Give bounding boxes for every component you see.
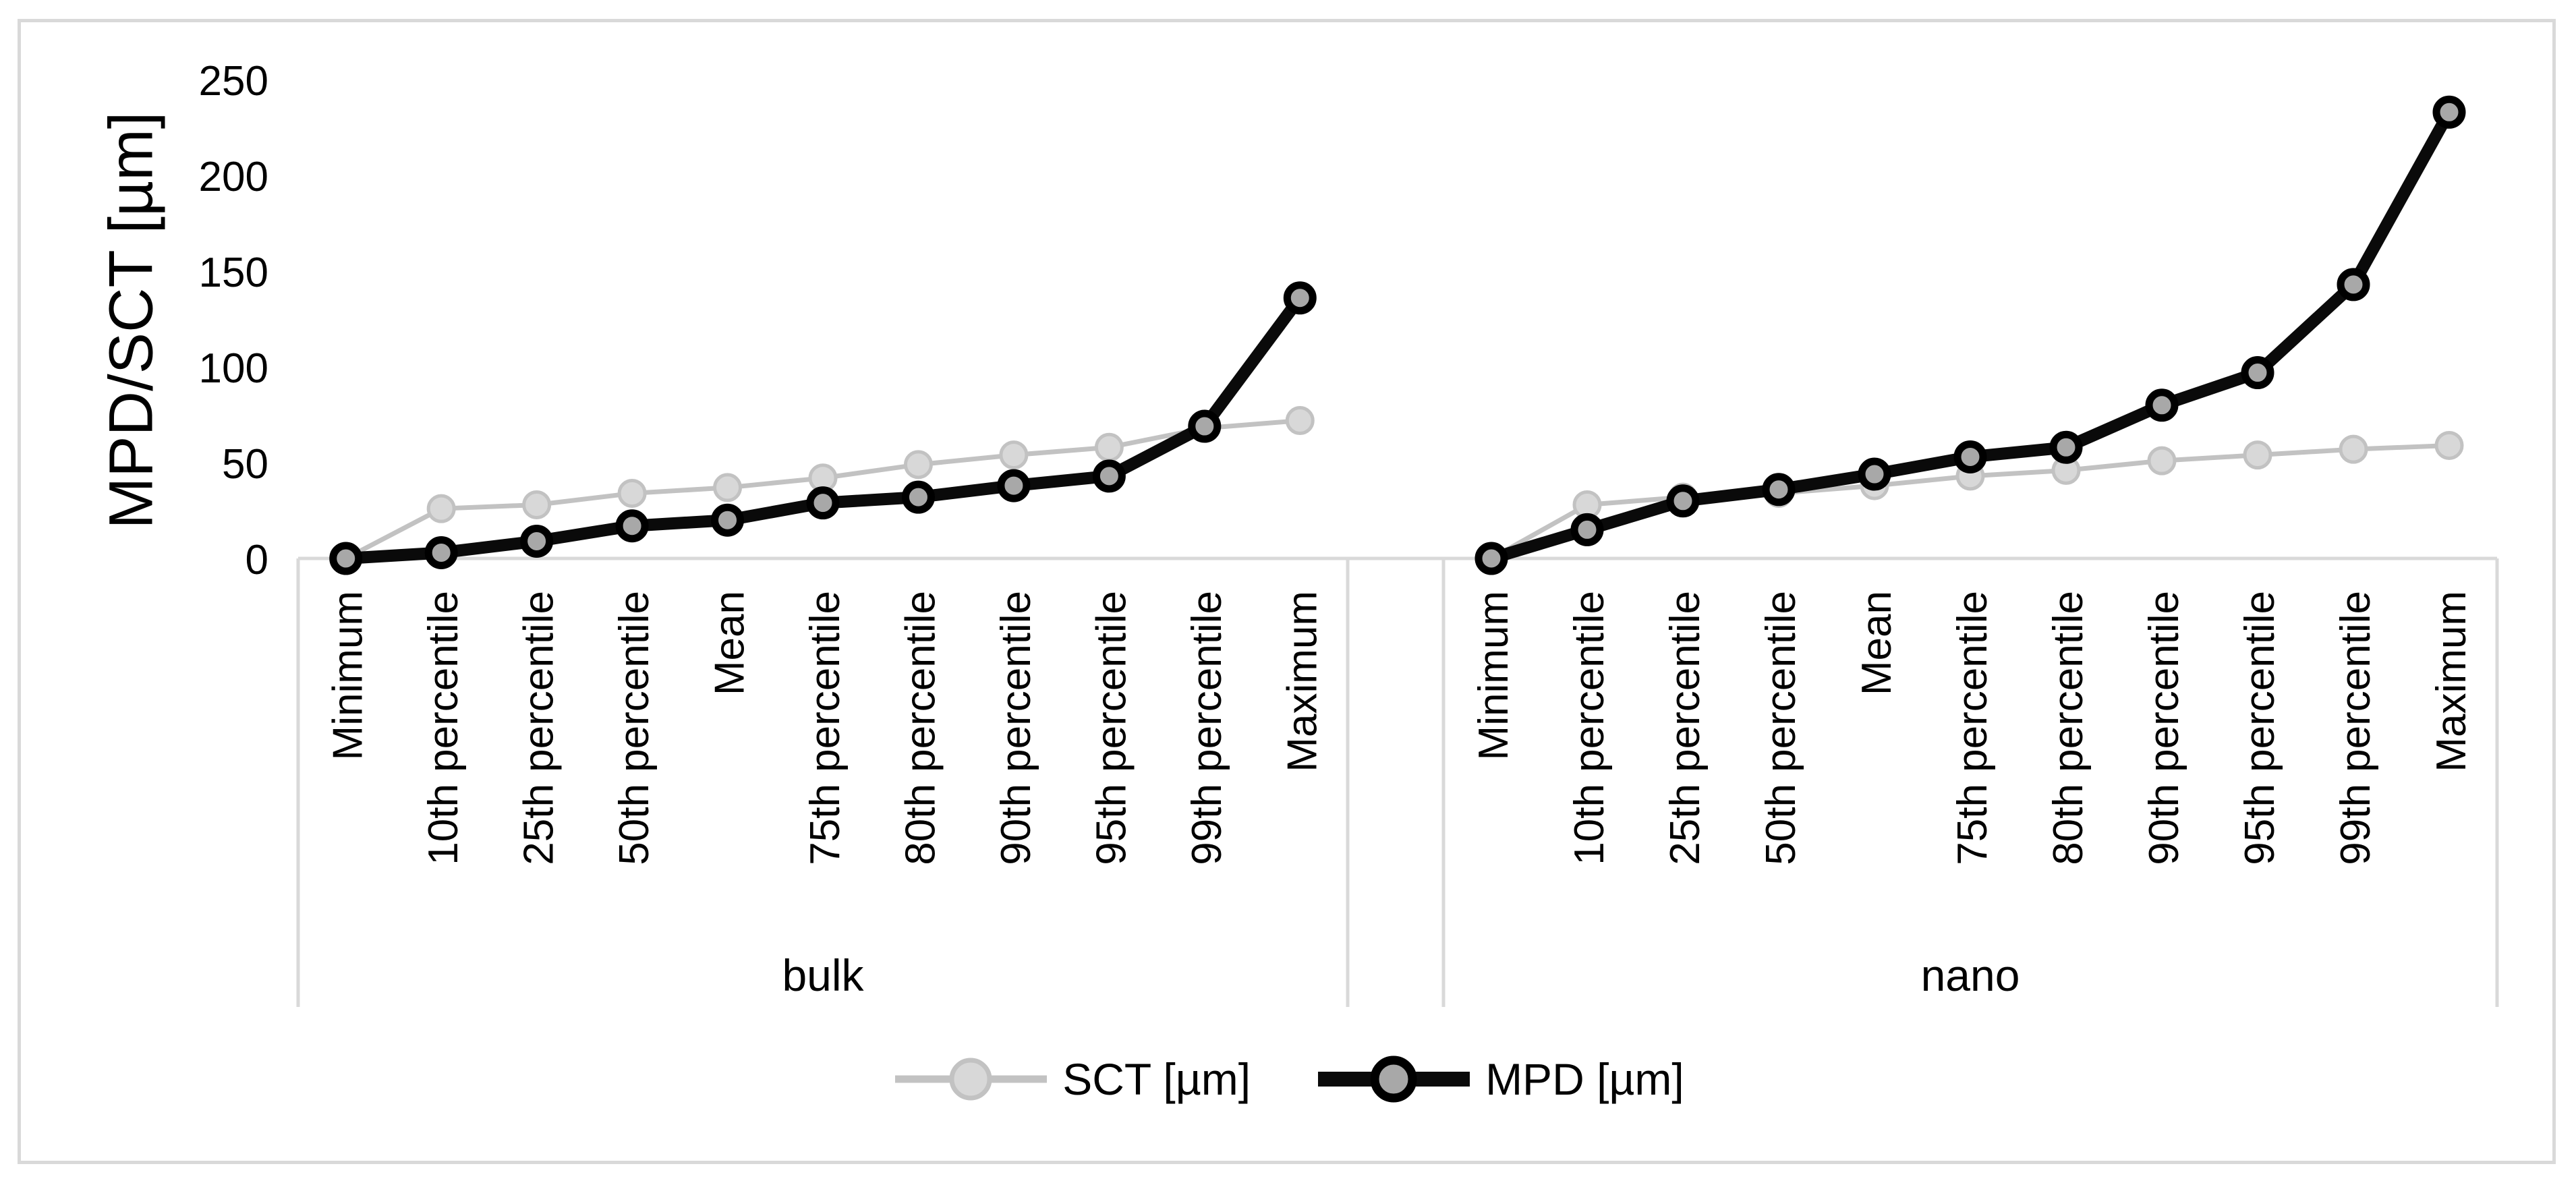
x-category-label-bulk-2: 25th percentile — [516, 591, 563, 865]
data-point-mpd-nano-3 — [1762, 473, 1796, 507]
x-category-label-bulk-5: 75th percentile — [802, 591, 849, 865]
x-category-label-nano-1: 10th percentile — [1566, 591, 1613, 865]
legend-label-sct: SCT [µm] — [1062, 1054, 1251, 1104]
legend-marker-1 — [1370, 1056, 1417, 1103]
x-category-label-nano-10: Maximum — [2428, 591, 2475, 772]
x-category-label-nano-9: 99th percentile — [2332, 591, 2379, 865]
x-category-label-nano-6: 80th percentile — [2045, 591, 2092, 865]
x-category-label-bulk-0: Minimum — [325, 591, 372, 760]
data-point-mpd-bulk-4 — [711, 503, 745, 537]
data-point-mpd-bulk-1 — [424, 536, 458, 569]
data-point-mpd-nano-6 — [2049, 430, 2083, 464]
y-tick-label-200: 200 — [199, 154, 268, 200]
sct-legend-swatch-icon — [895, 1058, 1048, 1101]
x-category-label-nano-0: Minimum — [1470, 591, 1517, 760]
legend-item-sct: SCT [µm] — [892, 1049, 1251, 1109]
x-category-label-bulk-9: 99th percentile — [1184, 591, 1230, 865]
data-point-sct-bulk-8 — [1094, 432, 1124, 462]
data-point-mpd-bulk-7 — [997, 469, 1031, 502]
y-axis-title: MPD/SCT [µm] — [96, 111, 166, 529]
legend: SCT [µm] MPD [µm] — [0, 1049, 2576, 1109]
legend-label-mpd: MPD [µm] — [1485, 1054, 1684, 1104]
data-point-mpd-nano-1 — [1570, 513, 1604, 546]
data-point-mpd-bulk-3 — [615, 509, 649, 543]
y-tick-label-100: 100 — [199, 345, 268, 392]
data-point-mpd-nano-5 — [1953, 440, 1987, 473]
x-category-label-bulk-4: Mean — [707, 591, 753, 695]
data-point-mpd-nano-9 — [2337, 268, 2370, 301]
data-point-mpd-bulk-8 — [1092, 459, 1126, 493]
x-category-label-bulk-6: 80th percentile — [897, 591, 944, 865]
x-category-label-nano-2: 25th percentile — [1662, 591, 1709, 865]
x-category-label-nano-3: 50th percentile — [1758, 591, 1804, 865]
data-point-mpd-bulk-0 — [329, 542, 363, 575]
data-point-mpd-nano-7 — [2145, 388, 2179, 422]
data-point-mpd-bulk-5 — [806, 486, 840, 520]
data-point-sct-nano-10 — [2434, 430, 2464, 460]
data-point-sct-nano-8 — [2243, 440, 2272, 470]
y-tick-label-150: 150 — [199, 250, 268, 296]
data-point-mpd-bulk-2 — [520, 524, 554, 558]
x-category-label-nano-4: Mean — [1854, 591, 1900, 695]
data-point-sct-nano-7 — [2147, 446, 2177, 475]
y-tick-label-0: 0 — [246, 537, 268, 583]
figure-border — [18, 19, 2556, 1164]
legend-item-mpd: MPD [µm] — [1315, 1049, 1684, 1109]
data-point-mpd-bulk-9 — [1188, 409, 1222, 443]
legend-marker-0 — [949, 1058, 992, 1101]
x-category-label-nano-5: 75th percentile — [1949, 591, 1996, 865]
data-point-mpd-bulk-10 — [1283, 281, 1317, 315]
y-tick-label-50: 50 — [222, 441, 268, 488]
x-category-label-bulk-3: 50th percentile — [611, 591, 658, 865]
data-point-sct-bulk-3 — [617, 478, 647, 508]
data-point-sct-bulk-2 — [522, 490, 552, 519]
x-category-label-nano-7: 90th percentile — [2141, 591, 2187, 865]
data-point-sct-bulk-4 — [713, 473, 743, 502]
data-point-mpd-nano-4 — [1858, 457, 1891, 491]
data-point-mpd-nano-8 — [2241, 356, 2274, 390]
series-line-mpd-nano — [1489, 109, 2455, 565]
data-point-sct-bulk-6 — [903, 450, 933, 480]
data-point-sct-bulk-1 — [426, 494, 456, 523]
group-label-nano: nano — [1920, 950, 2020, 1000]
group-label-bulk: bulk — [782, 950, 864, 1000]
data-point-mpd-nano-2 — [1666, 484, 1700, 518]
x-category-label-nano-8: 95th percentile — [2237, 591, 2283, 865]
data-point-sct-nano-9 — [2339, 434, 2368, 464]
mpd-legend-swatch-icon — [1318, 1056, 1470, 1103]
x-category-label-bulk-1: 10th percentile — [420, 591, 467, 865]
data-point-sct-bulk-10 — [1285, 406, 1315, 436]
data-point-mpd-nano-10 — [2432, 95, 2466, 129]
y-tick-label-250: 250 — [199, 58, 268, 105]
x-category-label-bulk-10: Maximum — [1279, 591, 1325, 772]
data-point-sct-bulk-7 — [999, 440, 1029, 470]
x-category-label-bulk-7: 90th percentile — [993, 591, 1039, 865]
data-point-mpd-bulk-6 — [901, 480, 935, 514]
data-point-mpd-nano-0 — [1475, 542, 1508, 575]
x-category-label-bulk-8: 95th percentile — [1088, 591, 1135, 865]
